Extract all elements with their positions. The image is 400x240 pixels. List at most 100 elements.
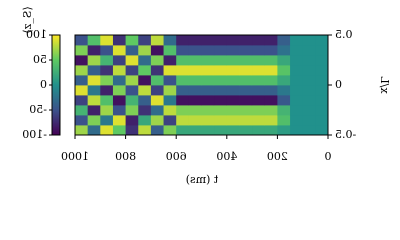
heat-cell bbox=[125, 115, 139, 126]
heat-cell bbox=[302, 105, 316, 116]
heat-cell bbox=[188, 125, 202, 136]
heat-cell bbox=[188, 105, 202, 116]
heat-cell bbox=[201, 95, 215, 106]
heat-cell bbox=[99, 75, 113, 86]
heat-cell bbox=[74, 45, 88, 56]
x-tick-label: 0 bbox=[325, 150, 332, 163]
heat-cell bbox=[201, 115, 215, 126]
heat-cell bbox=[112, 95, 126, 106]
heat-cell bbox=[213, 85, 227, 96]
heat-cell bbox=[163, 65, 177, 76]
heat-cell bbox=[99, 65, 113, 76]
heat-cell bbox=[213, 45, 227, 56]
heat-cell bbox=[99, 95, 113, 106]
heat-cell bbox=[201, 105, 215, 116]
heat-cell bbox=[175, 55, 189, 66]
heat-cell bbox=[175, 45, 189, 56]
heat-cell bbox=[314, 125, 328, 136]
heat-cell bbox=[226, 45, 240, 56]
heat-cell bbox=[213, 105, 227, 116]
heat-cell bbox=[302, 45, 316, 56]
heat-cell bbox=[87, 125, 101, 136]
heat-cell bbox=[175, 105, 189, 116]
heat-cell bbox=[99, 125, 113, 136]
heat-cell bbox=[213, 125, 227, 136]
heat-cell bbox=[302, 65, 316, 76]
heat-cell bbox=[74, 115, 88, 126]
heat-cell bbox=[264, 125, 278, 136]
heat-cell bbox=[264, 65, 278, 76]
heat-cell bbox=[226, 115, 240, 126]
heat-cell bbox=[99, 85, 113, 96]
heat-cell bbox=[125, 55, 139, 66]
heat-cell bbox=[137, 85, 151, 96]
chart: t (ms) x/L ⟨S_z⟩ 02004006008001000-0.500… bbox=[21, 6, 391, 186]
heat-cell bbox=[87, 115, 101, 126]
heat-cell bbox=[163, 85, 177, 96]
heat-cell bbox=[226, 65, 240, 76]
heat-cell bbox=[188, 35, 202, 46]
heat-cell bbox=[137, 55, 151, 66]
heat-cell bbox=[302, 55, 316, 66]
heat-cell bbox=[277, 85, 291, 96]
heat-cell bbox=[226, 55, 240, 66]
heat-cell bbox=[137, 45, 151, 56]
heat-cell bbox=[277, 55, 291, 66]
heat-cell bbox=[137, 65, 151, 76]
heat-cell bbox=[112, 35, 126, 46]
heat-cell bbox=[201, 75, 215, 86]
heat-cell bbox=[175, 125, 189, 136]
heat-cell bbox=[137, 115, 151, 126]
heat-cell bbox=[239, 45, 253, 56]
heat-cell bbox=[213, 115, 227, 126]
heat-cell bbox=[277, 105, 291, 116]
colorbar-tick-label: 0 bbox=[40, 78, 47, 91]
heat-cell bbox=[289, 65, 303, 76]
heat-cell bbox=[125, 125, 139, 136]
heat-cell bbox=[314, 75, 328, 86]
heat-cell bbox=[302, 115, 316, 126]
heat-cell bbox=[239, 95, 253, 106]
heat-cell bbox=[251, 75, 265, 86]
heat-cell bbox=[277, 115, 291, 126]
heat-cell bbox=[87, 75, 101, 86]
heat-cell bbox=[213, 65, 227, 76]
heat-cell bbox=[251, 125, 265, 136]
heat-cell bbox=[289, 35, 303, 46]
heat-cell bbox=[188, 55, 202, 66]
heat-cell bbox=[137, 75, 151, 86]
heat-cell bbox=[314, 55, 328, 66]
heat-cell bbox=[87, 105, 101, 116]
heat-cell bbox=[74, 55, 88, 66]
heat-cell bbox=[163, 35, 177, 46]
heat-cell bbox=[239, 115, 253, 126]
heat-cell bbox=[213, 35, 227, 46]
heat-cell bbox=[87, 55, 101, 66]
colorbar-tick-label: -100 bbox=[22, 128, 47, 141]
heat-cell bbox=[99, 35, 113, 46]
heat-cell bbox=[125, 105, 139, 116]
heat-cell bbox=[302, 95, 316, 106]
heat-cell bbox=[163, 45, 177, 56]
heat-cell bbox=[163, 95, 177, 106]
colorbar-tick-label: 50 bbox=[33, 53, 47, 66]
heat-cell bbox=[201, 55, 215, 66]
heat-cell bbox=[251, 95, 265, 106]
heat-cell bbox=[188, 45, 202, 56]
heat-cell bbox=[201, 35, 215, 46]
heat-cell bbox=[289, 95, 303, 106]
heat-cell bbox=[251, 55, 265, 66]
heat-cell bbox=[137, 35, 151, 46]
heat-cell bbox=[112, 115, 126, 126]
heat-cell bbox=[99, 115, 113, 126]
heat-cell bbox=[150, 35, 164, 46]
heat-cell bbox=[112, 45, 126, 56]
heat-cell bbox=[302, 125, 316, 136]
heat-cell bbox=[74, 85, 88, 96]
x-tick-label: 800 bbox=[115, 150, 136, 163]
heat-cell bbox=[175, 115, 189, 126]
heat-cell bbox=[226, 105, 240, 116]
y-tick-label: 0.5 bbox=[335, 28, 353, 41]
heat-cell bbox=[302, 85, 316, 96]
heat-cell bbox=[314, 85, 328, 96]
